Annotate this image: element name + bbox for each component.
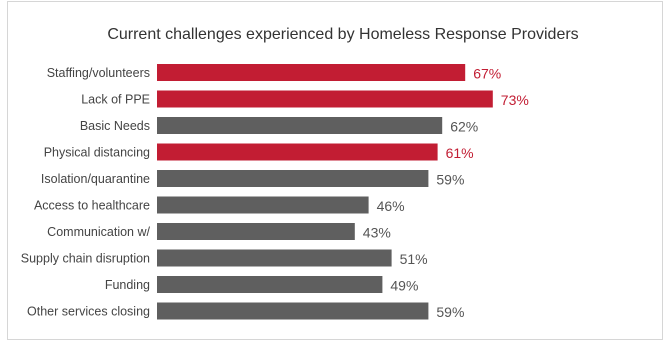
value-label: 59% [436, 172, 464, 188]
bar [157, 64, 466, 81]
category-label: Isolation/quarantine [41, 172, 150, 186]
value-label: 73% [501, 92, 529, 108]
value-label: 61% [446, 145, 474, 161]
value-label: 49% [390, 278, 418, 294]
category-label: Access to healthcare [34, 199, 150, 213]
category-label: Other services closing [27, 305, 150, 319]
bar [157, 223, 355, 240]
chart-title: Current challenges experienced by Homele… [107, 26, 578, 43]
category-label: Physical distancing [44, 146, 150, 160]
value-label: 51% [400, 251, 428, 267]
bar [157, 249, 392, 267]
bar [157, 90, 493, 108]
value-label: 67% [473, 66, 501, 82]
bar [157, 117, 443, 134]
value-label: 62% [450, 119, 478, 135]
category-label: Funding [105, 278, 150, 292]
value-label: 43% [363, 225, 391, 241]
category-label: Staffing/volunteers [47, 66, 150, 80]
category-label: Basic Needs [80, 119, 150, 133]
bar [157, 170, 429, 187]
category-label: Communication w/ [47, 225, 150, 239]
bar [157, 143, 438, 161]
bar [157, 276, 383, 293]
value-label: 46% [377, 198, 405, 214]
value-label: 59% [436, 304, 464, 320]
category-label: Lack of PPE [81, 93, 150, 107]
bar [157, 302, 429, 320]
category-label: Supply chain disruption [21, 252, 150, 266]
bars-group: Staffing/volunteers 67% Lack of PPE 73% Basi… [21, 64, 529, 320]
bar [157, 196, 369, 214]
